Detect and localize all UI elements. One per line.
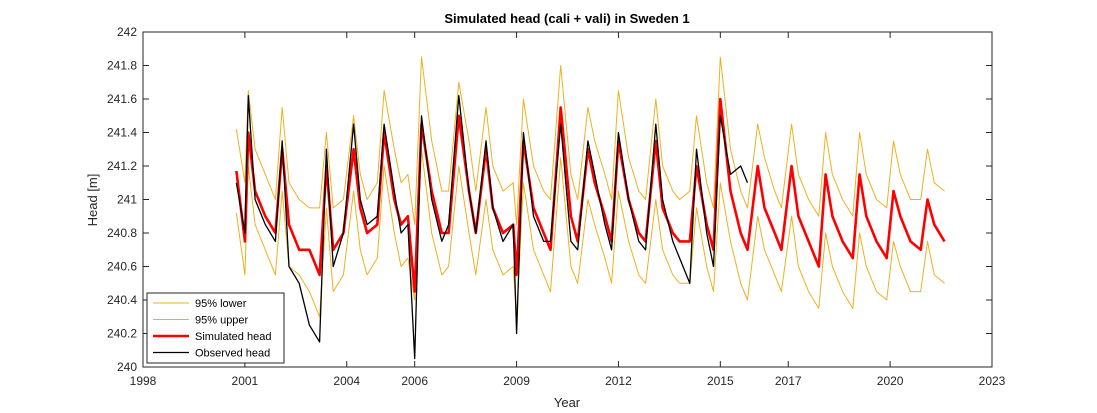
legend-box	[146, 292, 285, 364]
y-tick-label: 241.8	[107, 59, 137, 73]
y-tick-label: 241.6	[107, 92, 137, 106]
x-tick-label: 1998	[130, 374, 157, 388]
series-95-upper	[235, 56, 945, 226]
legend-label: 95% lower	[195, 298, 247, 310]
y-tick-label: 240.4	[107, 293, 137, 307]
y-tick-label: 241.4	[107, 126, 137, 140]
series-95-lower	[235, 148, 945, 318]
y-axis: 240 240.2 240.4 240.6 240.8 241 241.2 241.4 241.…	[107, 25, 992, 374]
y-tick-label: 240	[117, 360, 137, 374]
x-tick-label: 2015	[707, 374, 734, 388]
series-observed-head	[235, 94, 749, 360]
y-tick-label: 241.2	[107, 159, 137, 173]
x-axis-title: Year	[554, 395, 581, 410]
x-tick-label: 2020	[877, 374, 904, 388]
x-tick-label: 2001	[232, 374, 259, 388]
x-tick-label: 2004	[333, 374, 360, 388]
series-simulated-head	[235, 97, 946, 293]
x-tick-label: 2006	[401, 374, 428, 388]
legend: 95% lower 95% upper Simulated head Observed…	[146, 292, 285, 364]
x-tick-label: 2023	[979, 374, 1006, 388]
legend-label: Observed head	[195, 348, 270, 360]
y-axis-title: Head [m]	[85, 174, 100, 227]
legend-label: 95% upper	[195, 315, 249, 327]
y-tick-label: 242	[117, 25, 137, 39]
chart-title: Simulated head (cali + vali) in Sweden 1	[444, 11, 689, 26]
x-tick-label: 2017	[775, 374, 802, 388]
x-axis: 1998 2001 2004 2006 2009 2012 2015 2017 2020 2023	[130, 32, 1006, 388]
x-tick-label: 2009	[503, 374, 530, 388]
y-tick-label: 240.6	[107, 260, 137, 274]
y-tick-label: 240.8	[107, 226, 137, 240]
x-tick-label: 2012	[605, 374, 632, 388]
y-tick-label: 240.2	[107, 327, 137, 341]
y-tick-label: 241	[117, 193, 137, 207]
series-layer	[235, 56, 946, 360]
legend-label: Simulated head	[195, 331, 271, 343]
